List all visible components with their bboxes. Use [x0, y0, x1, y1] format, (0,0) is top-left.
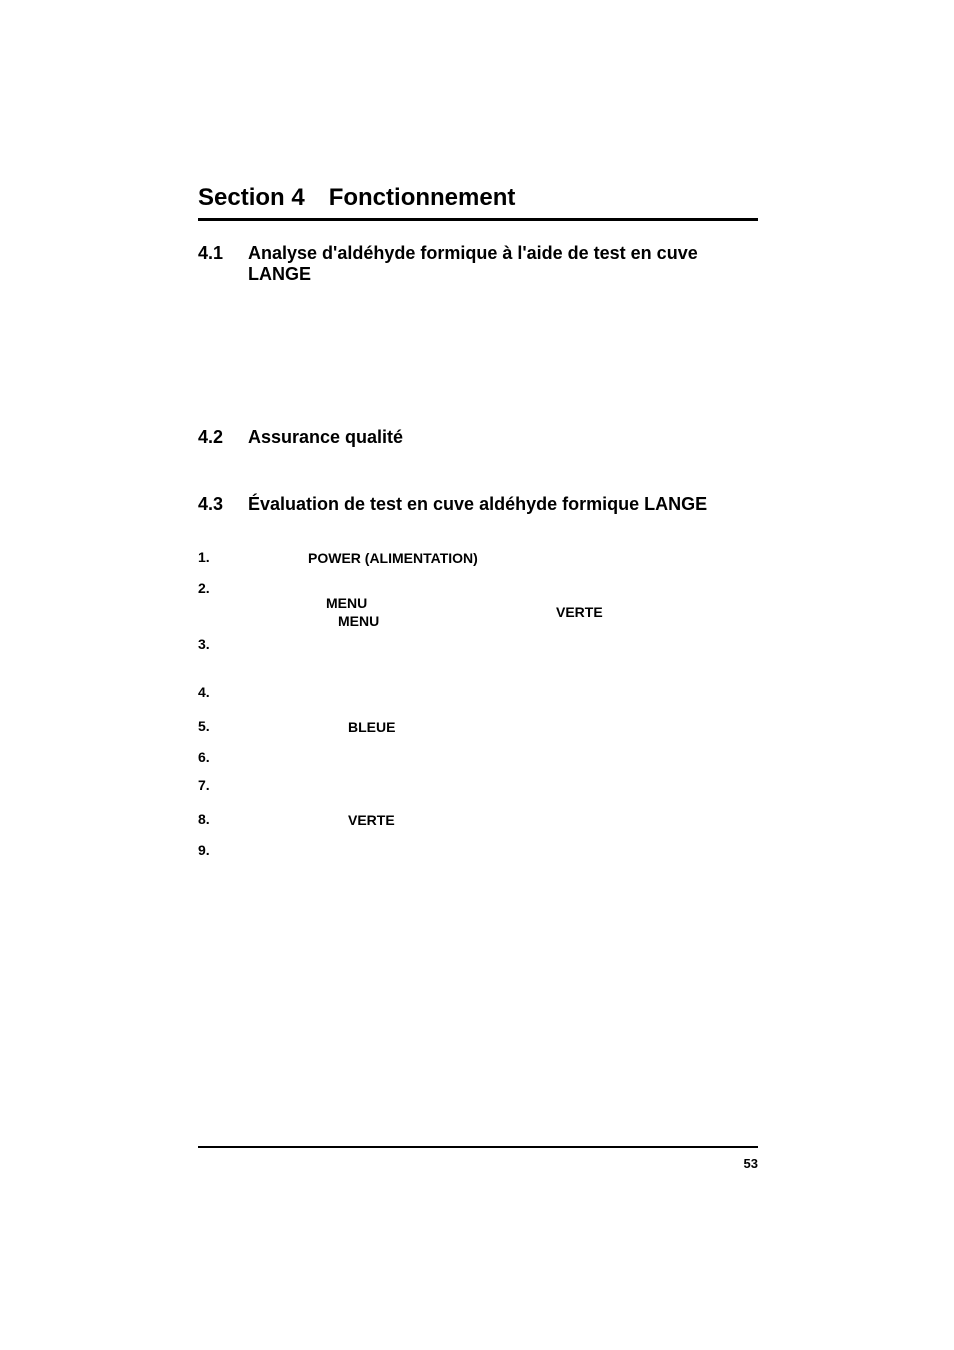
keyword-power: POWER (ALIMENTATION)	[308, 550, 478, 566]
keyword-menu: MENU	[326, 594, 367, 613]
step-number: 6.	[198, 749, 230, 765]
step-8: 8. VERTE	[198, 811, 758, 830]
step-9: 9.	[198, 842, 758, 858]
page-number: 53	[198, 1156, 758, 1171]
section-heading: Section 4 Fonctionnement	[198, 184, 758, 212]
step-3: 3.	[198, 636, 758, 672]
step-number: 8.	[198, 811, 230, 827]
step-number: 9.	[198, 842, 230, 858]
subsection-title: Analyse d'aldéhyde formique à l'aide de …	[248, 243, 758, 285]
step-4: 4.	[198, 684, 758, 700]
page-footer: 53	[198, 1146, 758, 1171]
subsection-number: 4.3	[198, 494, 248, 515]
step-1: 1. POWER (ALIMENTATION)	[198, 549, 758, 568]
keyword-verte: VERTE	[556, 603, 603, 622]
step-number: 3.	[198, 636, 230, 652]
subsection-number: 4.2	[198, 427, 248, 448]
keyword-bleue: BLEUE	[348, 719, 395, 735]
keyword-menu: MENU	[338, 612, 379, 631]
subsection-title: Évaluation de test en cuve aldéhyde form…	[248, 494, 707, 515]
subsection-4-2: 4.2 Assurance qualité	[198, 427, 758, 448]
keyword-verte: VERTE	[348, 812, 395, 828]
section-number: Section 4	[198, 184, 305, 212]
step-6: 6.	[198, 749, 758, 765]
step-number: 1.	[198, 549, 230, 565]
step-number: 4.	[198, 684, 230, 700]
subsection-title: Assurance qualité	[248, 427, 403, 448]
step-number: 5.	[198, 718, 230, 734]
step-5: 5. BLEUE	[198, 718, 758, 737]
step-number: 7.	[198, 777, 230, 793]
section-title-text: Fonctionnement	[329, 184, 516, 211]
step-7: 7.	[198, 777, 758, 793]
steps-list: 1. POWER (ALIMENTATION) 2. MENU MENU VER…	[198, 549, 758, 858]
step-number: 2.	[198, 580, 230, 596]
subsection-4-3: 4.3 Évaluation de test en cuve aldéhyde …	[198, 494, 758, 515]
subsection-number: 4.1	[198, 243, 248, 285]
subsection-4-1: 4.1 Analyse d'aldéhyde formique à l'aide…	[198, 243, 758, 285]
section-rule	[198, 218, 758, 221]
step-2: 2. MENU MENU VERTE	[198, 580, 758, 624]
footer-rule	[198, 1146, 758, 1148]
